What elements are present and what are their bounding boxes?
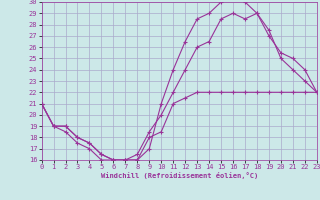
X-axis label: Windchill (Refroidissement éolien,°C): Windchill (Refroidissement éolien,°C): [100, 172, 258, 179]
